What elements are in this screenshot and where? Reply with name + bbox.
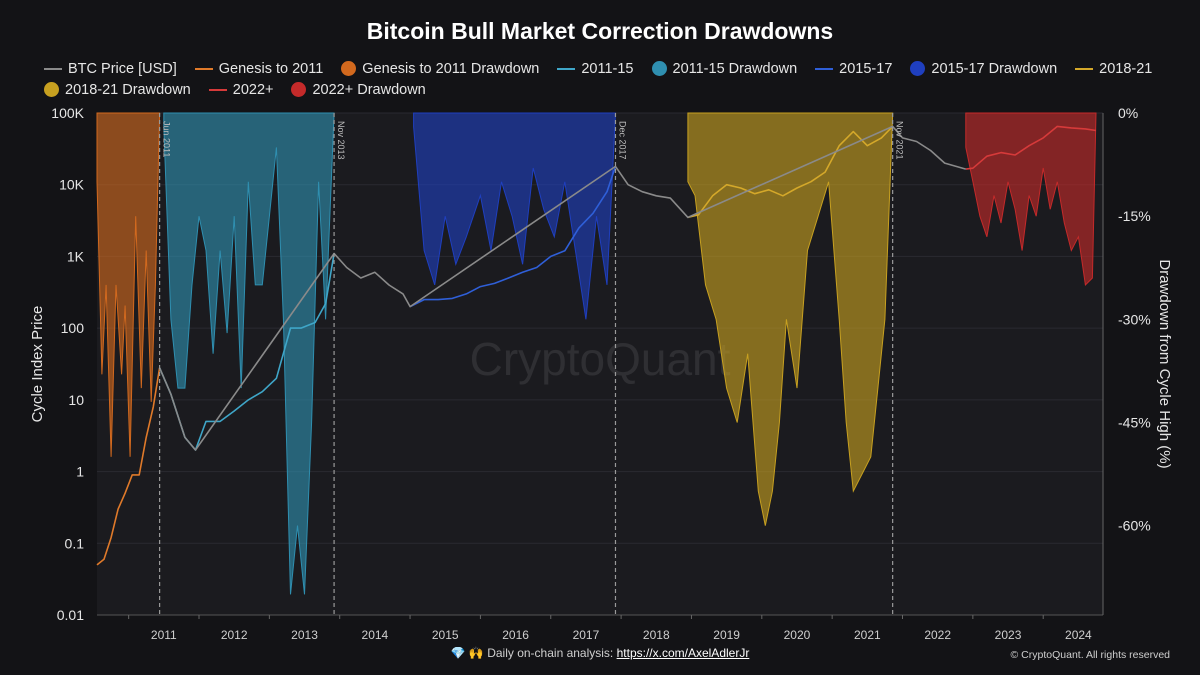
y-left-tick-label: 10K <box>59 177 85 193</box>
x-tick-label: 2012 <box>221 628 248 642</box>
legend-item[interactable]: 2018-21 <box>1075 61 1152 77</box>
legend-line-swatch <box>1075 67 1094 70</box>
y-axis-left: 0.01 0.1 1 10 100 1K 10K 100K <box>51 105 84 623</box>
drawdown-area <box>413 112 617 320</box>
legend-label: 2015-17 Drawdown <box>931 60 1058 77</box>
series-line <box>96 367 161 566</box>
legend-item[interactable]: 2015-17 <box>815 61 892 77</box>
x-tick-label: 2019 <box>713 628 740 642</box>
legend-label: 2011-15 Drawdown <box>672 60 798 77</box>
legend-label: Genesis to 2011 Drawdown <box>362 60 540 77</box>
copyright: © CryptoQuant. All rights reserved <box>1010 649 1170 661</box>
y-right-tick-label: -45% <box>1118 414 1151 430</box>
legend-label: 2018-21 Drawdown <box>65 81 191 98</box>
drawdown-area <box>687 112 894 526</box>
y-axis-right-title: Drawdown from Cycle High (%) <box>1156 259 1173 468</box>
x-tick-label: 2017 <box>573 628 600 642</box>
x-tick-label: 2013 <box>291 628 318 642</box>
legend-item[interactable]: 2022+ <box>208 81 274 98</box>
plot-area <box>97 113 1103 615</box>
legend-item[interactable]: Genesis to 2011 Drawdown <box>341 61 539 77</box>
y-left-tick-label: 10 <box>68 392 84 408</box>
y-left-tick-label: 1 <box>76 464 84 480</box>
y-right-tick-label: -30% <box>1118 311 1151 327</box>
y-axis-left-title: Cycle Index Price <box>29 306 46 423</box>
y-right-tick-label: -60% <box>1118 518 1151 534</box>
legend-dot-swatch <box>910 61 926 76</box>
legend-label: BTC Price [USD] <box>68 60 177 77</box>
y-left-tick-label: 0.01 <box>57 607 84 623</box>
x-tick-label: 2018 <box>643 628 670 642</box>
legend: BTC Price [USD] Genesis to 2011 Genesis … <box>44 58 1174 100</box>
cycle-marker-label: Dec 2017 <box>617 121 627 160</box>
price-lines <box>96 125 1097 566</box>
series-line <box>158 253 335 451</box>
legend-dot-swatch <box>341 61 357 76</box>
x-tick-label: 2023 <box>995 628 1022 642</box>
y-left-tick-label: 0.1 <box>65 535 85 551</box>
drawdown-area <box>965 112 1097 286</box>
series-line <box>409 166 617 308</box>
chart-title: Bitcoin Bull Market Correction Drawdowns <box>366 18 834 44</box>
x-axis: 2011 2012 2013 2014 2015 2016 2017 2018 2019 2020… <box>97 614 1103 642</box>
legend-item[interactable]: Genesis to 2011 <box>194 60 324 77</box>
x-tick-label: 2016 <box>502 628 529 642</box>
cycle-marker-label: Nov 2013 <box>336 121 346 160</box>
gridlines <box>97 112 1103 616</box>
footer-text: 💎 🙌 Daily on-chain analysis: <box>450 646 617 660</box>
x-tick-label: 2024 <box>1065 628 1092 642</box>
x-tick-label: 2021 <box>854 628 881 642</box>
watermark: CryptoQuant <box>470 333 731 385</box>
legend-label: 2015-17 <box>839 60 893 77</box>
y-left-tick-label: 1K <box>67 248 85 264</box>
series-line <box>687 125 894 219</box>
legend-item[interactable]: 2015-17 Drawdown <box>910 61 1057 77</box>
legend-item[interactable]: 2011-15 <box>557 60 634 77</box>
y-left-tick-label: 100 <box>61 320 85 336</box>
legend-item[interactable]: 2018-21 Drawdown <box>44 82 191 98</box>
legend-line-swatch <box>815 67 834 70</box>
footer-link[interactable]: https://x.com/AxelAdlerJr <box>616 646 750 660</box>
drawdown-area <box>96 112 161 457</box>
y-axis-right: 0% -15% -30% -45% -60% <box>1118 105 1151 534</box>
footer: 💎 🙌 Daily on-chain analysis: https://x.c… <box>0 646 1200 660</box>
x-tick-label: 2011 <box>151 628 177 642</box>
cycle-marker-label: Jun 2011 <box>162 121 172 157</box>
x-tick-label: 2020 <box>784 628 811 642</box>
legend-line-swatch <box>557 67 576 70</box>
legend-label: 2018-21 <box>1099 60 1153 77</box>
x-tick-label: 2022 <box>924 628 951 642</box>
legend-item[interactable]: 2011-15 Drawdown <box>651 60 798 77</box>
series-line <box>965 125 1097 170</box>
y-right-tick-label: 0% <box>1118 105 1138 121</box>
x-tick-label: 2014 <box>362 628 389 642</box>
series-line <box>158 125 967 451</box>
cycle-markers: Jun 2011 Nov 2013 Dec 2017 Nov 2021 <box>159 113 905 615</box>
legend-label: 2022+ <box>232 81 274 98</box>
drawdown-area <box>163 112 335 595</box>
legend-line-swatch <box>194 67 213 70</box>
legend-dot-swatch <box>291 82 307 97</box>
legend-item[interactable]: 2022+ Drawdown <box>291 81 426 98</box>
x-tick-label: 2015 <box>432 628 459 642</box>
legend-label: 2022+ Drawdown <box>312 81 426 98</box>
y-right-tick-label: -15% <box>1118 208 1151 224</box>
cycle-marker-label: Nov 2021 <box>895 121 905 160</box>
legend-label: 2011-15 <box>581 60 634 77</box>
legend-dot-swatch <box>44 82 59 97</box>
legend-row-1: BTC Price [USD] Genesis to 2011 Genesis … <box>44 58 1174 79</box>
y-left-tick-label: 100K <box>51 105 84 121</box>
drawdown-areas <box>96 112 1097 595</box>
legend-label: Genesis to 2011 <box>218 60 324 77</box>
legend-item[interactable]: BTC Price [USD] <box>44 61 177 77</box>
legend-line-swatch <box>208 88 227 91</box>
legend-line-swatch <box>44 67 62 70</box>
legend-dot-swatch <box>651 61 667 76</box>
legend-row-2: 2018-21 Drawdown 2022+ 2022+ Drawdown <box>44 79 1174 100</box>
